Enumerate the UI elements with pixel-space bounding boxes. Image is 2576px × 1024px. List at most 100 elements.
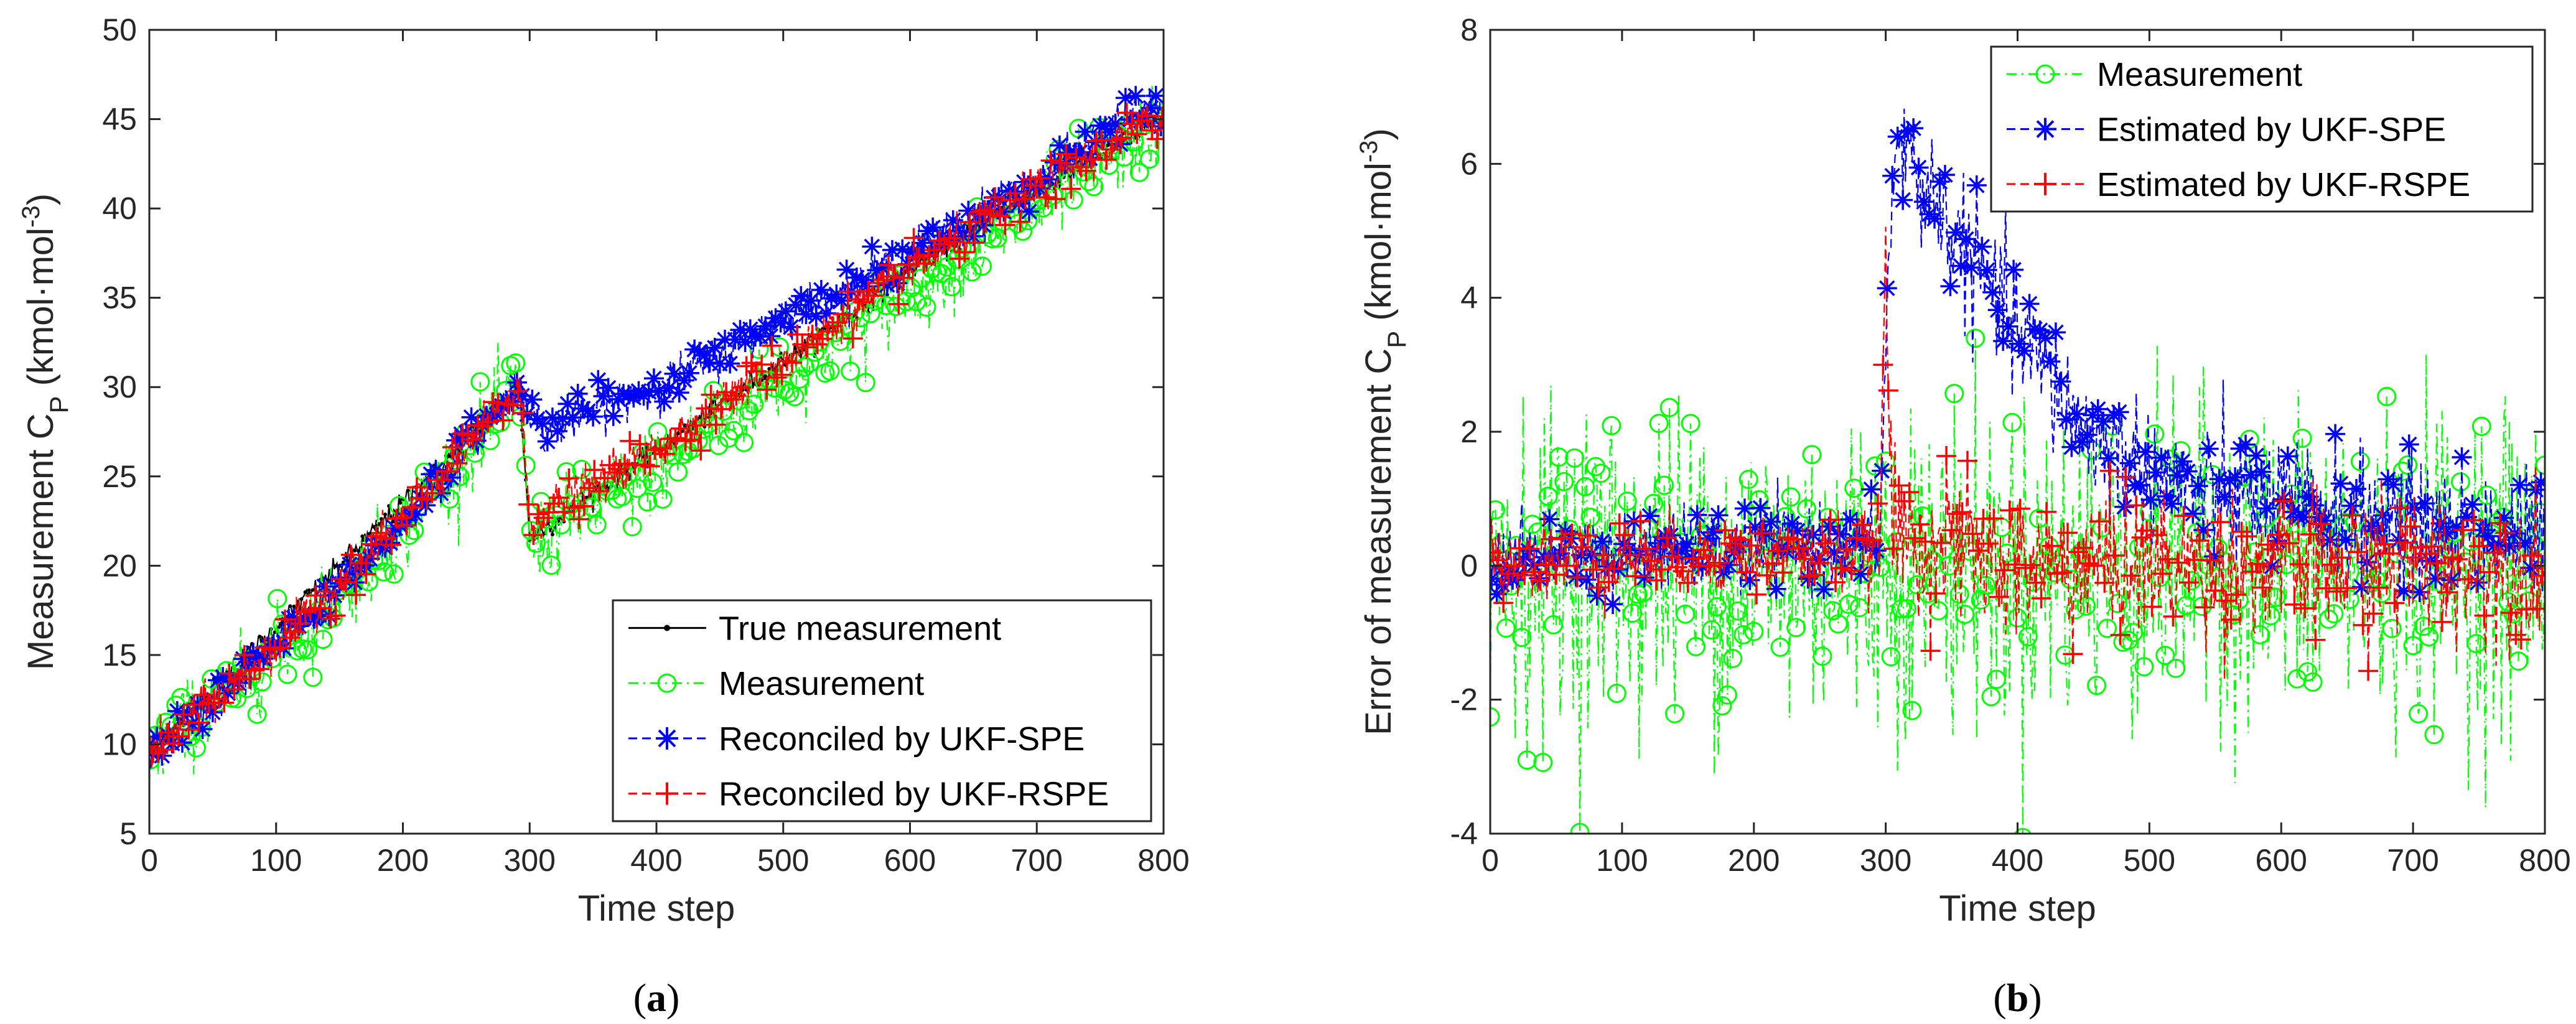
legend-label: Estimated by UKF-SPE xyxy=(2097,111,2446,149)
data-point xyxy=(2266,587,2286,607)
data-point xyxy=(2019,294,2040,314)
data-point xyxy=(518,494,539,514)
data-point xyxy=(1941,520,1962,541)
data-point xyxy=(741,353,762,373)
data-point xyxy=(2108,593,2127,613)
data-point xyxy=(868,272,889,293)
data-point xyxy=(1528,522,1547,542)
data-point xyxy=(2342,505,2363,526)
data-point xyxy=(618,384,639,405)
data-point xyxy=(305,585,325,606)
data-point xyxy=(275,609,296,630)
data-point xyxy=(2250,625,2270,645)
data-point xyxy=(2061,437,2082,457)
data-point xyxy=(2010,498,2030,519)
data-point xyxy=(807,334,828,355)
data-point xyxy=(603,406,623,426)
data-point xyxy=(612,486,632,506)
data-point xyxy=(209,689,230,709)
data-point xyxy=(2014,340,2035,361)
data-point xyxy=(638,381,659,402)
legend-label: Measurement xyxy=(2097,56,2302,93)
x-tick-label: 100 xyxy=(250,843,302,878)
data-point xyxy=(630,434,650,454)
data-point xyxy=(401,497,422,518)
data-point xyxy=(1079,172,1099,192)
data-point xyxy=(2374,534,2394,554)
data-point xyxy=(550,533,554,537)
data-point xyxy=(269,638,290,658)
data-point xyxy=(1949,584,1969,604)
data-point xyxy=(2204,546,2224,567)
data-point xyxy=(1005,183,1025,203)
legend: True measurement Measurement Reconciled by… xyxy=(612,599,1152,822)
data-point xyxy=(1513,549,1533,570)
data-point xyxy=(1659,398,1679,417)
data-point xyxy=(250,659,270,679)
data-point xyxy=(2346,478,2367,499)
data-point xyxy=(2178,572,2199,593)
data-point xyxy=(2177,595,2196,615)
data-point xyxy=(1129,162,1149,182)
data-point xyxy=(2137,520,2157,541)
data-point xyxy=(649,381,670,401)
data-point xyxy=(1741,535,1762,556)
data-point xyxy=(2200,550,2220,570)
data-point xyxy=(522,389,543,410)
data-point xyxy=(1966,328,1986,348)
data-point xyxy=(1956,229,1976,249)
data-point xyxy=(1040,151,1061,171)
data-point xyxy=(1940,276,1961,297)
data-point xyxy=(2214,486,2235,507)
data-point xyxy=(2167,465,2187,486)
data-point xyxy=(1745,517,1765,538)
data-point xyxy=(2389,498,2410,518)
data-point xyxy=(153,739,174,760)
data-point xyxy=(954,242,975,263)
data-point xyxy=(2084,556,2104,576)
data-point xyxy=(1602,416,1622,435)
data-point xyxy=(1539,509,1560,529)
data-point xyxy=(1594,545,1614,566)
panel-caption: (b) xyxy=(1993,975,2042,1020)
data-point xyxy=(533,508,554,528)
data-point xyxy=(2193,519,2214,540)
data-point xyxy=(1126,86,1146,106)
data-point xyxy=(853,292,874,312)
data-point xyxy=(676,431,680,435)
legend-marker xyxy=(2034,172,2056,195)
data-point xyxy=(2135,442,2156,462)
legend-label: True measurement xyxy=(719,610,1001,647)
chart-panel-a: 0 100 200 300 400 500 600 700 800 5 10 15 20 25 30 35 40… xyxy=(17,12,1190,1020)
data-point xyxy=(1617,491,1637,511)
data-point xyxy=(1592,531,1613,552)
data-point xyxy=(2272,489,2293,510)
data-point xyxy=(189,712,209,733)
data-point xyxy=(303,590,307,594)
data-point xyxy=(2520,558,2541,579)
data-point xyxy=(1666,543,1686,564)
data-point xyxy=(939,228,959,249)
data-point xyxy=(310,588,315,592)
data-point xyxy=(645,439,665,460)
data-point xyxy=(1665,704,1685,724)
data-point xyxy=(679,363,699,383)
data-point xyxy=(1076,161,1096,181)
data-point xyxy=(1681,414,1701,434)
data-point xyxy=(1577,525,1598,546)
data-point xyxy=(405,505,426,525)
data-point xyxy=(801,291,821,311)
data-point xyxy=(1570,822,1590,834)
data-point xyxy=(862,236,882,257)
data-point xyxy=(598,378,618,398)
data-point xyxy=(994,202,1014,222)
data-point xyxy=(1899,482,1920,503)
data-point xyxy=(441,467,461,488)
data-point xyxy=(691,440,711,461)
data-point xyxy=(1490,584,1507,605)
data-point xyxy=(2471,416,2491,436)
data-point xyxy=(2326,581,2347,602)
data-point xyxy=(857,276,877,297)
legend-entry: Measurement xyxy=(2007,56,2302,93)
data-point xyxy=(1962,524,1983,544)
